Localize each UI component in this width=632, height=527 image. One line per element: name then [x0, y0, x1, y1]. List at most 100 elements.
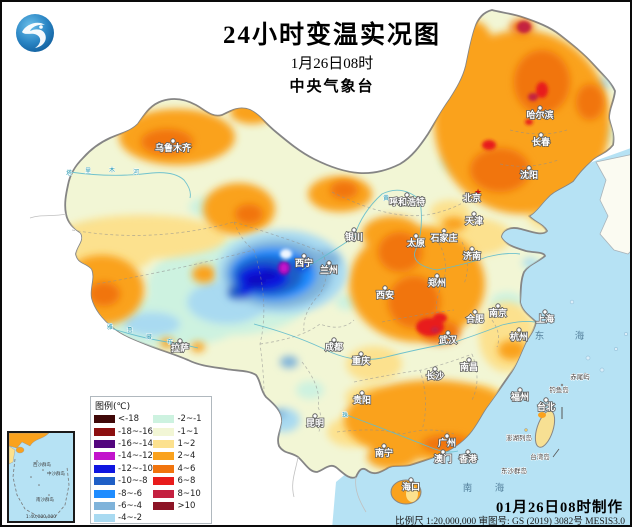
legend-swatch	[94, 439, 115, 448]
city-marker	[526, 165, 532, 171]
city-marker	[177, 338, 183, 344]
city-label: 呼和浩特	[389, 196, 425, 208]
city-marker	[381, 443, 387, 449]
sea-labels: 东海南海	[463, 330, 585, 494]
legend: 图例(℃) <-18 -18~-16 -16~-14 -14~-12 -12~-10 -1…	[90, 396, 212, 524]
city-label: 昆明	[306, 418, 324, 429]
city-marker	[440, 449, 446, 455]
legend-label: -6~-4	[118, 500, 143, 511]
city-marker	[538, 132, 544, 138]
river-name-label: 雅	[107, 323, 113, 331]
city-label: 南宁	[375, 447, 393, 459]
legend-label: -12~-10	[118, 463, 153, 474]
legend-row: -1~1	[153, 425, 208, 437]
legend-label: 2~4	[177, 451, 196, 462]
city-label: 乌鲁木齐	[155, 142, 192, 154]
legend-row: 2~4	[153, 450, 208, 462]
city-marker	[326, 260, 332, 266]
legend-label: -18~-16	[118, 426, 153, 437]
legend-row: -18~-16	[94, 425, 153, 437]
city-marker	[404, 192, 410, 198]
inset-island-label: 南沙群岛	[36, 496, 54, 503]
city-label: 沈阳	[520, 169, 538, 181]
river-name-label: 木	[109, 166, 115, 174]
legend-swatch	[153, 489, 175, 498]
legend-swatch	[153, 501, 175, 510]
city-label: 长沙	[426, 370, 444, 382]
city-marker	[359, 390, 365, 396]
city-label: 拉萨	[171, 342, 189, 354]
cma-logo-icon	[16, 14, 54, 52]
city-label: 成都	[325, 341, 343, 353]
svg-text:1:40,000,000: 1:40,000,000	[26, 514, 56, 520]
legend-label: -16~-14	[118, 438, 153, 449]
river-name-label: 里	[85, 168, 91, 175]
city-label: 台北	[537, 401, 555, 413]
sea-name-label: 东	[535, 330, 546, 342]
city-marker	[465, 449, 471, 455]
city-label: 长春	[532, 136, 551, 148]
city-marker	[445, 330, 451, 336]
river-name-label: 布	[167, 338, 173, 346]
city-label: 武汉	[439, 334, 458, 346]
legend-label: <-18	[118, 414, 140, 425]
legend-row: -6~-4	[94, 500, 153, 512]
inset-island-label: 西沙群岛	[33, 461, 51, 468]
city-label: 贵阳	[353, 394, 371, 406]
city-label: 海口	[402, 481, 420, 493]
legend-swatch	[94, 464, 115, 473]
city-marker	[495, 303, 501, 309]
legend-row: <-18	[94, 413, 153, 425]
legend-row: -10~-8	[94, 475, 153, 487]
island-label: 东沙群岛	[501, 466, 527, 475]
river-name-label: 塔	[66, 169, 72, 177]
legend-swatch	[94, 427, 115, 436]
city-label: 上海	[536, 313, 554, 325]
production-time: 01月26日08时制作	[496, 500, 623, 516]
beijing-star-marker: ★	[474, 188, 482, 198]
city-marker	[444, 433, 450, 439]
legend-label: -1~1	[177, 426, 199, 437]
city-marker	[312, 413, 318, 419]
neighbor-borders	[29, 213, 367, 513]
taiwan-island	[524, 372, 587, 458]
province-boundaries	[71, 129, 568, 435]
legend-swatch	[94, 489, 115, 498]
river-name-label: 河	[133, 168, 139, 176]
river-name-label: 鲁	[127, 326, 133, 334]
city-label: 郑州	[428, 277, 446, 289]
legend-label: 8~10	[177, 488, 201, 499]
legend-swatch	[94, 501, 115, 510]
city-label: 福州	[510, 391, 529, 403]
scale-and-license: 比例尺 1:20,000,000 审图号: GS (2019) 3082号 ME…	[395, 517, 625, 527]
city-marker	[351, 227, 357, 233]
city-marker	[471, 211, 477, 217]
city-marker	[466, 357, 472, 363]
sea-name-label: 南	[463, 482, 474, 494]
city-label: 南京	[489, 307, 507, 319]
legend-label: -8~-6	[118, 488, 143, 499]
legend-swatch	[94, 514, 115, 523]
city-label: 南昌	[460, 361, 478, 373]
city-marker	[434, 273, 440, 279]
legend-swatch	[153, 452, 175, 461]
legend-row: 4~6	[153, 463, 208, 475]
legend-column-negative: <-18 -18~-16 -16~-14 -14~-12 -12~-10 -10~-8 -8…	[94, 413, 153, 525]
legend-label: -2~-1	[177, 414, 202, 425]
city-marker	[517, 387, 523, 393]
city-marker	[413, 233, 419, 239]
city-label: 济南	[463, 250, 481, 262]
legend-label: 6~8	[177, 476, 196, 487]
city-marker	[537, 105, 543, 111]
sea-name-label: 海	[495, 482, 506, 494]
river-name-label: 藏	[146, 333, 152, 341]
legend-swatch	[94, 452, 115, 461]
legend-label: >10	[177, 500, 196, 511]
legend-row: 8~10	[153, 487, 208, 499]
city-label: 澳门	[434, 453, 452, 465]
island-label: 钓鱼岛	[549, 385, 569, 394]
river-name-label: 黄	[383, 194, 389, 202]
city-marker	[441, 228, 447, 234]
